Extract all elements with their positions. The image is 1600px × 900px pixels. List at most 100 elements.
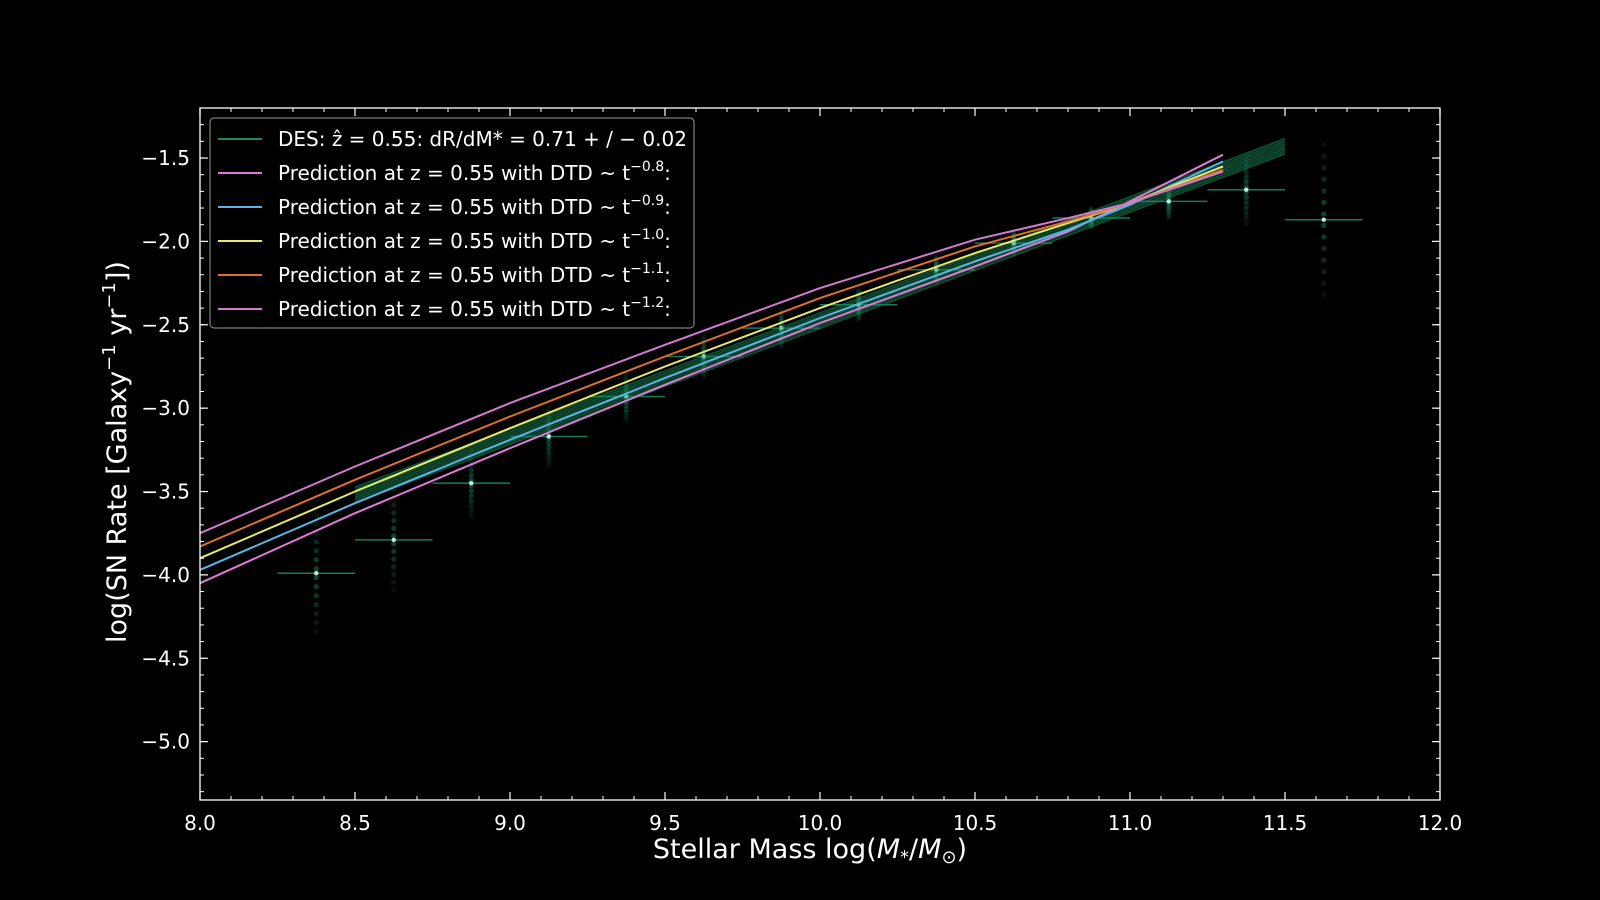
scatter-sample-point bbox=[623, 413, 629, 419]
scatter-sample-point bbox=[1243, 205, 1249, 211]
x-tick-label: 9.5 bbox=[649, 811, 681, 835]
data-point-group bbox=[1285, 142, 1363, 298]
x-axis-label: Stellar Mass log(M*/M⊙) bbox=[653, 834, 967, 868]
scatter-sample-point bbox=[623, 402, 629, 409]
scatter-sample-point bbox=[391, 541, 397, 547]
scatter-sample-point bbox=[1321, 234, 1327, 240]
data-point bbox=[314, 571, 319, 576]
scatter-sample-point bbox=[856, 314, 862, 321]
scatter-sample-point bbox=[1166, 207, 1172, 213]
scatter-sample-point bbox=[391, 502, 397, 508]
scatter-sample-point bbox=[856, 317, 862, 323]
scatter-sample-point bbox=[1166, 210, 1172, 216]
scatter-sample-point bbox=[391, 587, 397, 593]
axes-layer: 8.0 8.5 9.0 9.5 10.0 10.5 11.0 11.5 12.0 −1.5 −2.0… bbox=[141, 107, 1463, 835]
data-layer bbox=[199, 137, 1363, 635]
des-fit-line bbox=[354, 150, 1286, 501]
prediction-line-2 bbox=[199, 160, 1224, 571]
scatter-sample-point bbox=[856, 287, 862, 293]
scatter-sample-point bbox=[1321, 257, 1327, 263]
scatter-sample-point bbox=[623, 406, 629, 412]
scatter-sample-point bbox=[313, 512, 319, 518]
scatter-sample-point bbox=[546, 453, 552, 459]
data-point-group bbox=[355, 487, 433, 593]
x-tick-label: 8.5 bbox=[339, 811, 371, 835]
scatter-sample-point bbox=[1321, 222, 1327, 229]
prediction-line-1 bbox=[199, 153, 1224, 585]
scatter-sample-point bbox=[1243, 174, 1249, 180]
x-tick-label: 11.5 bbox=[1263, 811, 1308, 835]
data-point bbox=[1244, 187, 1249, 192]
data-point bbox=[469, 480, 474, 486]
scatter-sample-point bbox=[1321, 142, 1327, 148]
y-tick-label: −1.5 bbox=[141, 146, 190, 170]
scatter-sample-point bbox=[468, 488, 474, 494]
scatter-sample-point bbox=[391, 533, 397, 539]
legend: DES: ẑ = 0.55: dR/dM* = 0.71 + / − 0.02 P… bbox=[209, 117, 695, 329]
scatter-sample-point bbox=[1321, 292, 1327, 298]
scatter-sample-point bbox=[546, 457, 552, 464]
scatter-sample-point bbox=[313, 539, 319, 545]
scatter-sample-point bbox=[391, 510, 397, 516]
scatter-sample-point bbox=[313, 521, 319, 527]
scatter-sample-point bbox=[391, 525, 397, 531]
data-point bbox=[391, 537, 396, 543]
data-point bbox=[1321, 217, 1326, 222]
scatter-sample-point bbox=[1166, 215, 1172, 221]
scatter-sample-point bbox=[1321, 176, 1327, 182]
legend-entry-label: Prediction at z = 0.55 with DTD ~ t−0.9: bbox=[278, 193, 671, 219]
scatter-sample-point bbox=[701, 346, 707, 352]
scatter-sample-point bbox=[1088, 205, 1094, 211]
legend-entry-label: DES: ẑ = 0.55: dR/dM* = 0.71 + / − 0.02 bbox=[278, 127, 687, 151]
scatter-sample-point bbox=[546, 405, 552, 411]
scatter-sample-point bbox=[546, 449, 552, 455]
scatter-sample-point bbox=[546, 462, 552, 468]
scatter-sample-point bbox=[623, 410, 629, 416]
prediction-line-5 bbox=[199, 170, 1224, 535]
scatter-sample-point bbox=[1243, 179, 1249, 185]
scatter-sample-point bbox=[1321, 269, 1327, 275]
scatter-sample-point bbox=[313, 557, 319, 563]
x-tick-label: 11.0 bbox=[1108, 811, 1153, 835]
y-axis-label: log(SN Rate [Galaxy−1 yr−1]) bbox=[99, 261, 133, 643]
scatter-sample-point bbox=[546, 440, 552, 446]
scatter-sample-point bbox=[391, 548, 397, 555]
scatter-sample-point bbox=[468, 472, 474, 479]
legend-entry-label: Prediction at z = 0.55 with DTD ~ t−1.1: bbox=[278, 261, 671, 287]
scatter-sample-point bbox=[313, 628, 319, 635]
legend-entry-label: Prediction at z = 0.55 with DTD ~ t−0.8: bbox=[278, 159, 671, 185]
scatter-sample-point bbox=[701, 373, 707, 380]
scatter-sample-point bbox=[1243, 169, 1249, 175]
scatter-sample-point bbox=[701, 333, 707, 340]
scatter-sample-point bbox=[1166, 212, 1172, 219]
scatter-sample-point bbox=[468, 503, 474, 509]
scatter-sample-point bbox=[1321, 245, 1327, 252]
scatter-sample-point bbox=[313, 611, 319, 617]
scatter-sample-point bbox=[1321, 280, 1327, 286]
scatter-sample-point bbox=[313, 584, 319, 590]
legend-box bbox=[209, 117, 695, 329]
scatter-sample-point bbox=[1321, 165, 1327, 171]
scatter-sample-point bbox=[468, 498, 474, 504]
scatter-sample-point bbox=[313, 593, 319, 599]
data-point bbox=[546, 434, 551, 439]
scatter-sample-point bbox=[1243, 220, 1249, 226]
scatter-sample-point bbox=[313, 548, 319, 554]
scatter-sample-point bbox=[1243, 215, 1249, 221]
des-fit-line bbox=[354, 152, 1286, 504]
scatter-sample-point bbox=[391, 556, 397, 562]
scatter-sample-point bbox=[1243, 194, 1249, 201]
scatter-sample-point bbox=[468, 493, 474, 499]
scatter-sample-point bbox=[313, 566, 319, 572]
scatter-sample-point bbox=[701, 343, 707, 349]
scatter-sample-point bbox=[1166, 202, 1172, 208]
scatter-sample-point bbox=[1321, 199, 1327, 206]
scatter-sample-point bbox=[468, 513, 474, 520]
scatter-sample-point bbox=[778, 307, 784, 313]
prediction-line-4 bbox=[199, 168, 1224, 548]
x-tick-label: 12.0 bbox=[1418, 811, 1463, 835]
scatter-sample-point bbox=[391, 579, 397, 585]
x-tick-label: 10.0 bbox=[798, 811, 843, 835]
scatter-sample-point bbox=[1166, 205, 1172, 211]
data-point bbox=[1166, 199, 1171, 204]
